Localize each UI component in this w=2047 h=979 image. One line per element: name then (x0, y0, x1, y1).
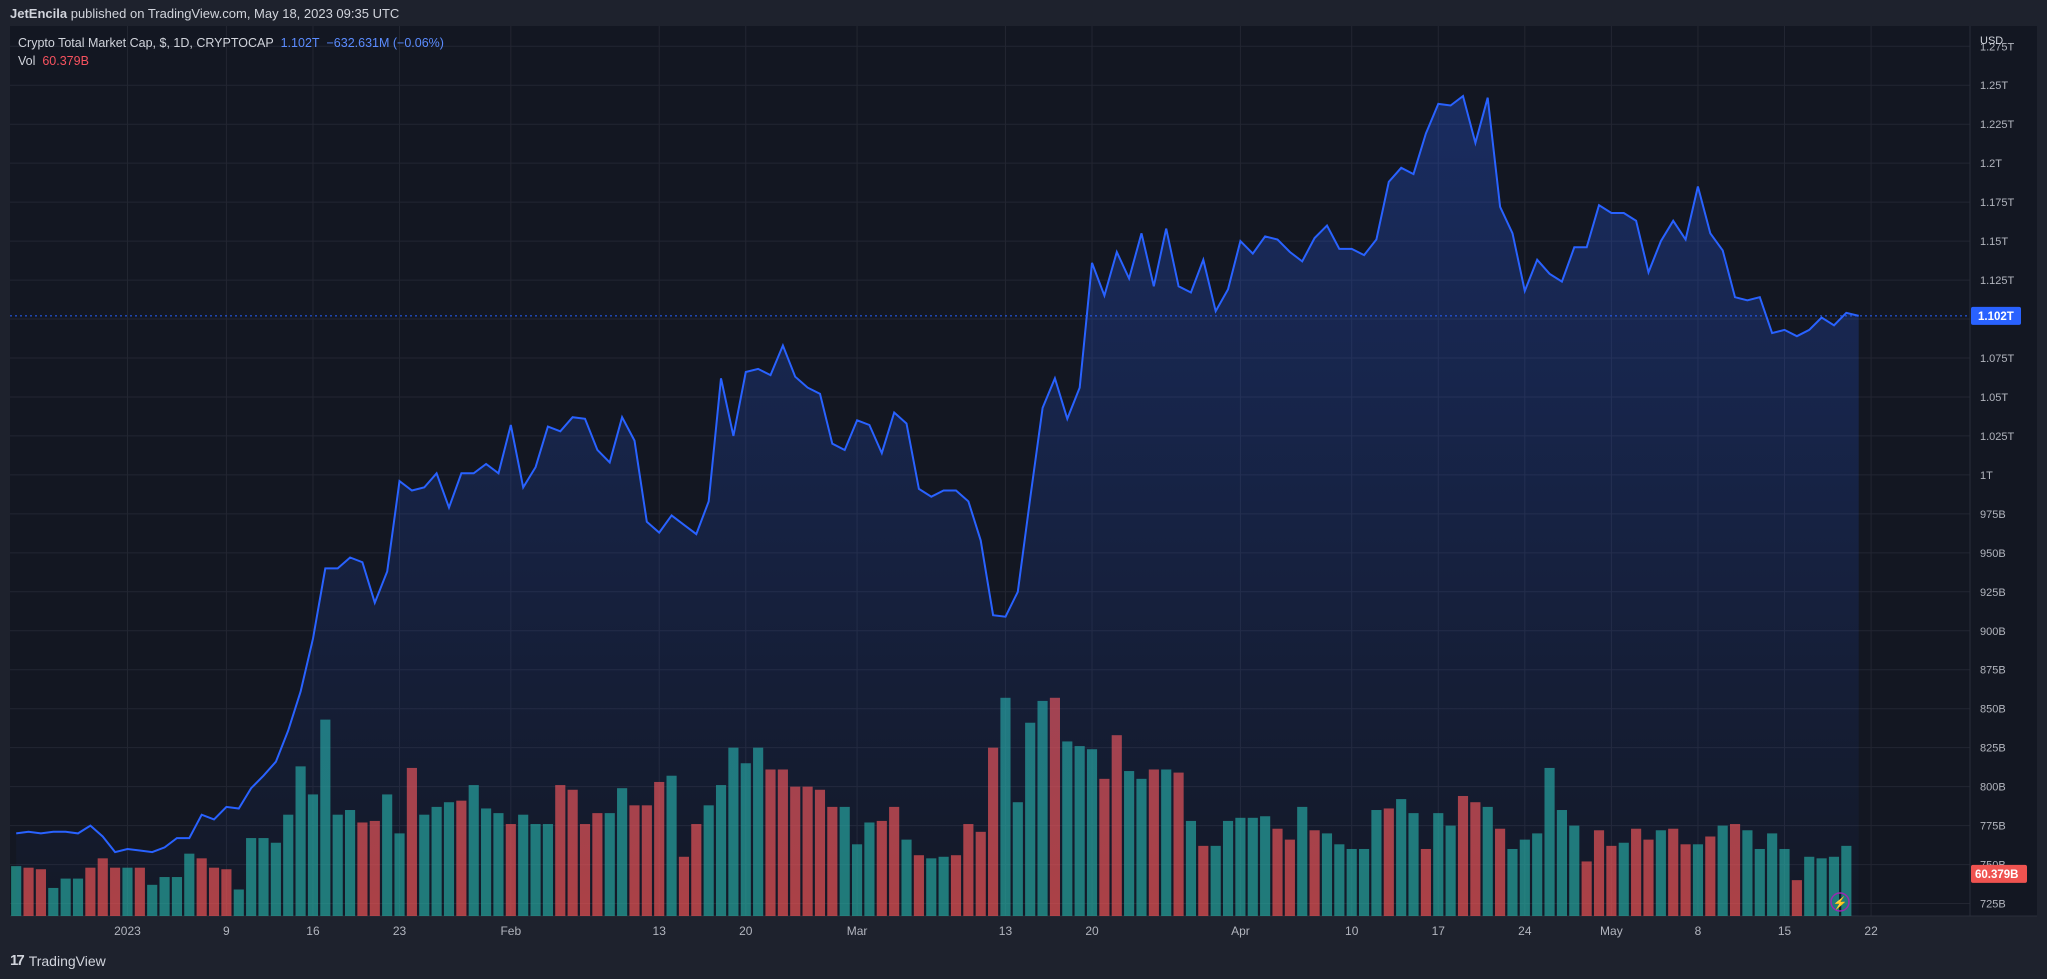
y-tick-label: 1.15T (1980, 236, 2008, 248)
volume-legend-row[interactable]: Vol 60.379B (18, 52, 444, 70)
x-tick-label: Feb (500, 924, 521, 938)
last-price-value: 1.102T (280, 36, 320, 50)
volume-bar (11, 866, 22, 916)
y-tick-label: 1.075T (1980, 353, 2015, 365)
volume-label: Vol (18, 54, 36, 68)
tradingview-logo-text: TradingView (28, 952, 106, 969)
series-legend: Crypto Total Market Cap, $, 1D, CRYPTOCA… (18, 34, 444, 70)
x-tick-label: 15 (1778, 924, 1792, 938)
y-tick-label: 725B (1980, 899, 2006, 911)
publish-info: published on TradingView.com, May 18, 20… (70, 6, 400, 21)
y-tick-label: 1.05T (1980, 392, 2008, 404)
time-scale[interactable]: 2023 9 16 23 Feb 13 20 Mar 13 20 Apr 10 17 24 May 8 15 22 (114, 924, 1878, 938)
x-tick-label: 20 (739, 924, 753, 938)
publisher-line: JetEncila published on TradingView.com, … (10, 6, 399, 21)
symbol-legend-row[interactable]: Crypto Total Market Cap, $, 1D, CRYPTOCA… (18, 34, 444, 52)
currency-label: USD (1980, 35, 2003, 47)
publisher-name[interactable]: JetEncila (10, 6, 68, 21)
tradingview-logo-icon: 17 (10, 952, 25, 969)
x-tick-label: 16 (306, 924, 320, 938)
last-volume-label: 60.379B (1975, 869, 2018, 881)
y-tick-label: 1.275T (1980, 41, 2015, 53)
y-tick-label: 850B (1980, 704, 2006, 716)
lightning-icon[interactable]: ⚡ (1830, 892, 1850, 912)
x-tick-label: 2023 (114, 924, 141, 938)
x-tick-label: 20 (1085, 924, 1099, 938)
x-tick-label: Mar (847, 924, 868, 938)
x-tick-label: 10 (1345, 924, 1359, 938)
y-tick-label: 900B (1980, 626, 2006, 638)
y-tick-label: 1.025T (1980, 431, 2015, 443)
y-tick-label: 1.175T (1980, 197, 2015, 209)
x-tick-label: 13 (653, 924, 667, 938)
x-tick-label: 23 (393, 924, 407, 938)
symbol-title: Crypto Total Market Cap, $, 1D, CRYPTOCA… (18, 36, 274, 50)
x-tick-label: May (1600, 924, 1623, 938)
price-line (16, 94, 1859, 854)
y-tick-label: 875B (1980, 665, 2006, 677)
svg-text:⚡: ⚡ (1833, 896, 1848, 910)
y-tick-label: 1.2T (1980, 158, 2002, 170)
last-price-tag: 1.102T (1971, 306, 2021, 325)
last-volume-tag: 60.379B (1971, 864, 2027, 883)
y-tick-label: 950B (1980, 548, 2006, 560)
x-tick-label: 8 (1695, 924, 1702, 938)
price-scale-background[interactable] (1970, 26, 2037, 916)
x-tick-label: 13 (999, 924, 1013, 938)
y-tick-label: 1.225T (1980, 119, 2015, 131)
y-tick-label: 775B (1980, 821, 2006, 833)
y-tick-label: 825B (1980, 743, 2006, 755)
y-tick-label: 1T (1980, 470, 1993, 482)
y-tick-label: 925B (1980, 587, 2006, 599)
price-change-value: −632.631M (−0.06%) (326, 36, 444, 50)
last-price-label: 1.102T (1978, 311, 2014, 323)
y-tick-label: 1.25T (1980, 80, 2008, 92)
x-tick-label: Apr (1231, 924, 1250, 938)
tradingview-logo[interactable]: 17 TradingView (10, 952, 106, 969)
x-tick-label: 24 (1518, 924, 1532, 938)
y-tick-label: 975B (1980, 509, 2006, 521)
x-tick-label: 9 (223, 924, 230, 938)
price-area-fill (16, 96, 1859, 917)
volume-value: 60.379B (42, 54, 89, 68)
x-tick-label: 22 (1864, 924, 1878, 938)
x-tick-label: 17 (1432, 924, 1446, 938)
y-tick-label: 1.125T (1980, 275, 2015, 287)
y-tick-label: 800B (1980, 782, 2006, 794)
